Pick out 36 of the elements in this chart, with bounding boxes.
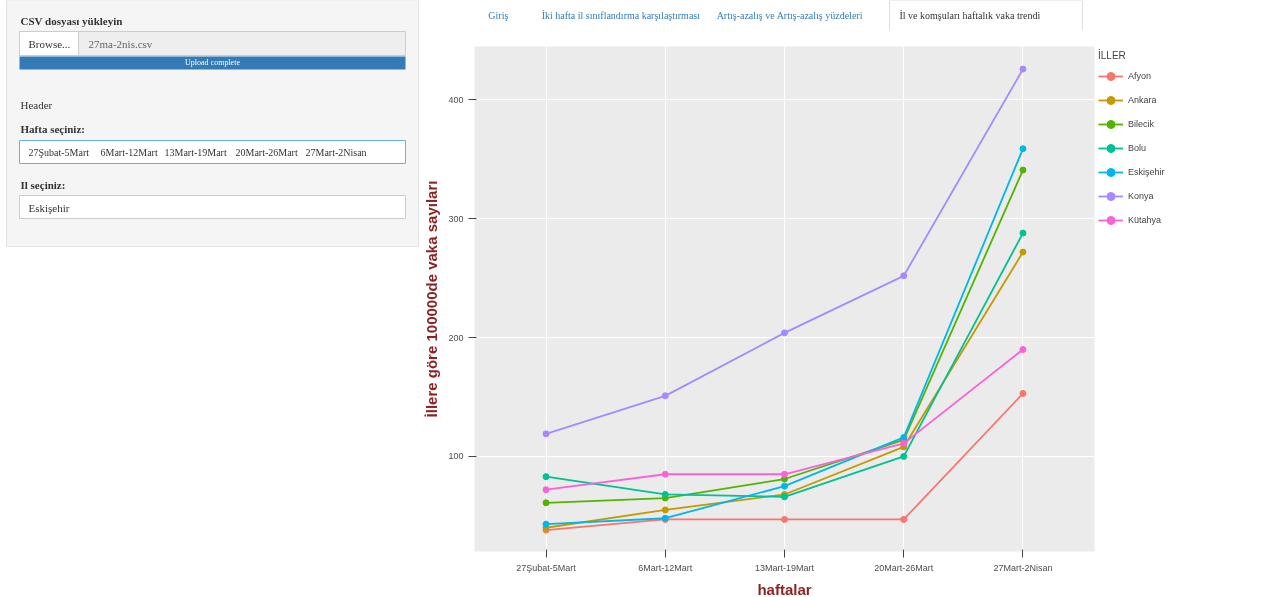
legend-label: Bolu	[1128, 143, 1147, 153]
text: Giriş	[488, 10, 509, 21]
text: 13Mart-19Mart	[164, 147, 227, 158]
text: 27Mart-2Nisan	[305, 147, 367, 158]
legend-label: Ankara	[1128, 95, 1157, 105]
text: Hafta seçiniz:	[20, 122, 85, 135]
text: İl ve komşuları haftalık vaka trendi	[899, 10, 1041, 21]
y-tick-label: 400	[448, 94, 464, 105]
text: Eskişehir	[28, 201, 70, 214]
y-tick-label: 200	[448, 332, 464, 343]
text: 6Mart-12Mart	[100, 147, 158, 158]
text: 27ma-2nis.csv	[88, 37, 153, 50]
x-tick-label: 6Mart-12Mart	[638, 562, 693, 573]
text: Artış-azalış ve Artış-azalış yüzdeleri	[716, 10, 863, 21]
y-tick-label: 300	[448, 213, 464, 224]
legend-label: Eskişehir	[1128, 167, 1165, 177]
y-axis-title: İllere göre 100000de vaka sayıları	[423, 180, 441, 418]
text: Upload complete	[185, 58, 241, 67]
x-axis-title: haftalar	[757, 580, 812, 597]
text: 20Mart-26Mart	[235, 147, 298, 158]
text: Browse...	[28, 37, 71, 50]
legend-title: İLLER	[1098, 50, 1127, 61]
legend-label: Afyon	[1128, 71, 1152, 81]
text: 27Şubat-5Mart	[28, 147, 90, 158]
text: Il seçiniz:	[20, 178, 66, 191]
x-tick-label: 27Şubat-5Mart	[516, 562, 577, 573]
text: İki hafta il sınıflandırma karşılaştırması	[541, 10, 701, 21]
legend-label: Konya	[1128, 191, 1154, 201]
text: CSV dosyası yükleyin	[20, 14, 123, 27]
x-tick-label: 27Mart-2Nisan	[993, 562, 1053, 573]
legend-label: Kütahya	[1128, 215, 1162, 225]
text: Header	[20, 98, 53, 111]
legend-label: Bilecik	[1128, 119, 1155, 129]
y-tick-label: 100	[448, 451, 464, 462]
x-tick-label: 13Mart-19Mart	[754, 562, 815, 573]
x-tick-label: 20Mart-26Mart	[874, 562, 934, 573]
